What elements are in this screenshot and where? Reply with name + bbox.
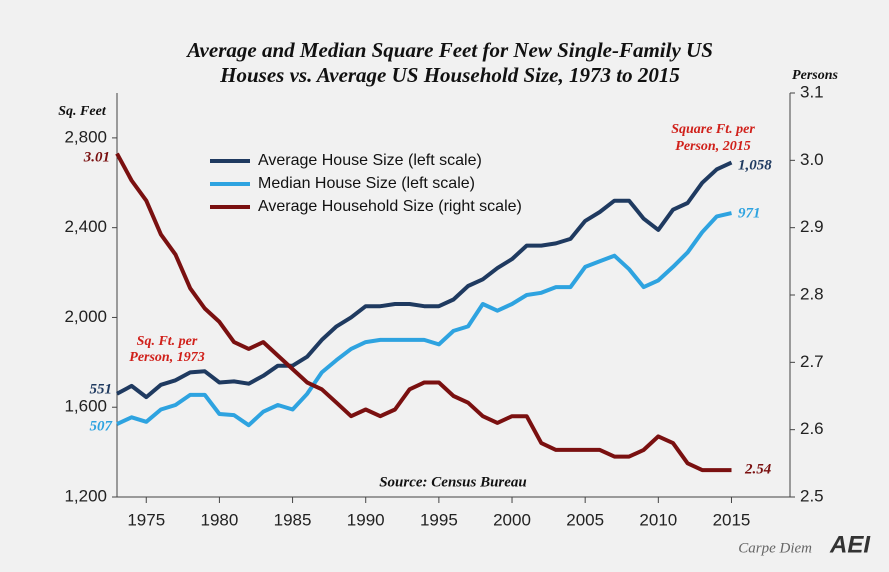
series-line <box>116 160 733 400</box>
y2-tick-label: 3.0 <box>800 150 824 169</box>
x-tick-label: 2000 <box>493 510 531 529</box>
x-tick-label: 2010 <box>639 510 677 529</box>
x-tick-label: 1985 <box>274 510 312 529</box>
series-line <box>116 211 732 428</box>
annotation: Sq. Ft. per <box>137 334 198 349</box>
annotation: Source: Census Bureau <box>379 474 527 490</box>
annotation: Person, 1973 <box>129 350 204 365</box>
x-tick-label: 1995 <box>420 510 458 529</box>
y2-tick-label: 3.1 <box>800 82 824 101</box>
footer-credit: Carpe Diem <box>738 540 812 556</box>
series-line <box>115 152 732 473</box>
y2-tick-label: 2.8 <box>800 284 824 303</box>
annotation: Person, 2015 <box>675 139 750 154</box>
x-tick-label: 1990 <box>347 510 385 529</box>
annotation: 2.54 <box>744 461 772 477</box>
y-tick-label: 2,000 <box>64 307 107 326</box>
y2-tick-label: 2.5 <box>800 486 824 505</box>
y-tick-label: 2,800 <box>64 127 107 146</box>
y2-tick-label: 2.7 <box>800 352 824 371</box>
footer-logo: AEI <box>829 531 871 558</box>
x-tick-label: 2005 <box>566 510 604 529</box>
y-tick-label: 1,600 <box>64 397 107 416</box>
annotation: 1,058 <box>738 157 772 173</box>
legend-label: Average House Size (left scale) <box>258 152 482 169</box>
annotation: 551 <box>90 381 113 397</box>
y-tick-label: 1,200 <box>64 486 107 505</box>
y-axis-label: Sq. Feet <box>58 104 107 119</box>
annotation: 507 <box>90 418 113 434</box>
y2-axis-label: Persons <box>792 68 838 83</box>
chart-title: Average and Median Square Feet for New S… <box>185 38 713 62</box>
chart-title: Houses vs. Average US Household Size, 19… <box>219 63 680 87</box>
x-tick-label: 1980 <box>200 510 238 529</box>
y-tick-label: 2,400 <box>64 217 107 236</box>
legend-label: Median House Size (left scale) <box>258 175 475 192</box>
x-tick-label: 1975 <box>127 510 165 529</box>
annotation: Square Ft. per <box>671 122 755 137</box>
y2-tick-label: 2.9 <box>800 217 824 236</box>
legend-label: Average Household Size (right scale) <box>258 198 522 215</box>
x-tick-label: 2015 <box>713 510 751 529</box>
y2-tick-label: 2.6 <box>800 419 824 438</box>
annotation: 3.01 <box>83 149 110 165</box>
annotation: 971 <box>738 205 761 221</box>
